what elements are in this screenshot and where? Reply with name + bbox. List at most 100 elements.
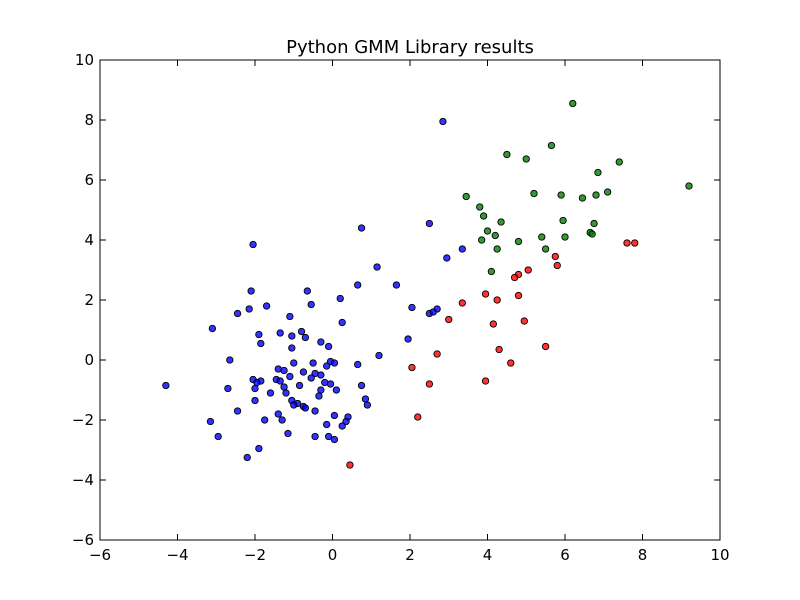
scatter-point: [507, 359, 515, 367]
scatter-point: [354, 360, 362, 369]
scatter-point: [553, 261, 561, 270]
scatter-point: [520, 317, 528, 325]
scatter-point: [251, 396, 259, 405]
y-tick-label: 10: [75, 51, 94, 69]
scatter-point: [514, 237, 523, 246]
scatter-point: [301, 333, 310, 342]
y-tick-label: 8: [84, 111, 94, 129]
x-tick-label: 4: [483, 546, 493, 564]
scatter-point: [323, 420, 331, 429]
scatter-point: [317, 386, 325, 394]
scatter-point: [317, 338, 325, 346]
scatter-point: [245, 305, 253, 313]
scatter-point: [282, 389, 290, 397]
scatter-point: [342, 417, 350, 426]
scatter-point: [569, 99, 577, 108]
scatter-point: [266, 389, 275, 397]
scatter-point: [251, 384, 259, 393]
scatter-point: [414, 413, 422, 421]
scatter-point: [462, 192, 470, 201]
scatter-point: [493, 245, 501, 253]
scatter-point: [323, 362, 331, 370]
scatter-point: [476, 203, 484, 211]
x-tick-label: 2: [405, 546, 415, 564]
x-tick-label: 0: [328, 546, 338, 564]
scatter-point: [551, 252, 559, 261]
scatter-point: [286, 312, 294, 321]
scatter-point: [363, 401, 372, 409]
scatter-point: [561, 233, 569, 241]
scatter-point: [404, 335, 412, 343]
x-tick-label: −4: [166, 546, 188, 564]
scatter-point: [290, 401, 298, 409]
scatter-point: [481, 290, 490, 298]
scatter-point: [547, 141, 556, 150]
scatter-point: [330, 435, 339, 444]
scatter-point: [443, 254, 451, 262]
ticks-layer: −6 −4 −2 0 2 4 6 8 10 −6 −4 −2 0 2 4 6 8 10: [72, 51, 730, 564]
scatter-point: [408, 303, 416, 312]
scatter-point: [338, 422, 346, 430]
x-tick-label: −2: [244, 546, 266, 564]
scatter-point: [311, 407, 319, 415]
scatter-point: [439, 117, 447, 126]
scatter-point: [578, 194, 587, 202]
scatter-point: [261, 416, 269, 424]
scatter-point: [357, 381, 366, 390]
scatter-point: [286, 372, 294, 381]
scatter-point: [299, 368, 308, 376]
scatter-point: [262, 302, 271, 310]
x-tick-label: −6: [89, 546, 111, 564]
scatter-point: [425, 380, 434, 388]
scatter-point: [458, 299, 466, 307]
scatter-point: [249, 240, 257, 249]
scatter-point: [346, 461, 354, 469]
scatter-point: [284, 429, 292, 438]
scatter-point: [489, 320, 497, 328]
scatter-point: [603, 188, 612, 196]
scatter-point: [315, 392, 323, 400]
plot-frame: [99, 59, 721, 541]
scatter-point: [483, 227, 492, 235]
y-tick-label: 4: [84, 231, 94, 249]
scatter-point: [594, 168, 602, 177]
scatter-point: [375, 351, 383, 360]
scatter-point: [307, 374, 315, 382]
scatter-point: [303, 287, 311, 295]
scatter-point: [503, 150, 511, 159]
scatter-point: [588, 230, 596, 238]
scatter-point: [307, 300, 315, 309]
scatter-point: [162, 381, 170, 390]
scatter-point: [295, 381, 304, 390]
x-tick-label: 10: [710, 546, 729, 564]
scatter-point: [288, 332, 296, 340]
scatter-point: [317, 371, 325, 379]
points-layer: [162, 99, 693, 469]
scatter-point: [615, 158, 623, 166]
scatter-point: [330, 359, 339, 367]
scatter-point: [274, 410, 282, 418]
scatter-point: [338, 318, 346, 327]
scatter-point: [278, 416, 286, 424]
scatter-point: [510, 273, 519, 282]
scatter-point: [332, 386, 341, 394]
scatter-point: [324, 432, 333, 441]
scatter-point: [276, 329, 284, 337]
scatter-point: [290, 359, 298, 367]
scatter-point: [538, 233, 546, 241]
scatter-point: [429, 308, 437, 316]
scatter-point: [524, 266, 532, 274]
scatter-point: [541, 245, 550, 253]
scatter-point: [479, 212, 488, 220]
scatter-point: [226, 356, 234, 364]
scatter-point: [255, 444, 263, 453]
scatter-point: [481, 377, 490, 385]
scatter-point: [623, 239, 631, 247]
scatter-point: [326, 380, 335, 388]
scatter-point: [530, 189, 538, 198]
scatter-point: [373, 263, 381, 271]
y-tick-label: −6: [72, 531, 94, 549]
scatter-point: [685, 182, 693, 190]
scatter-point: [495, 345, 503, 354]
scatter-point: [445, 315, 453, 324]
